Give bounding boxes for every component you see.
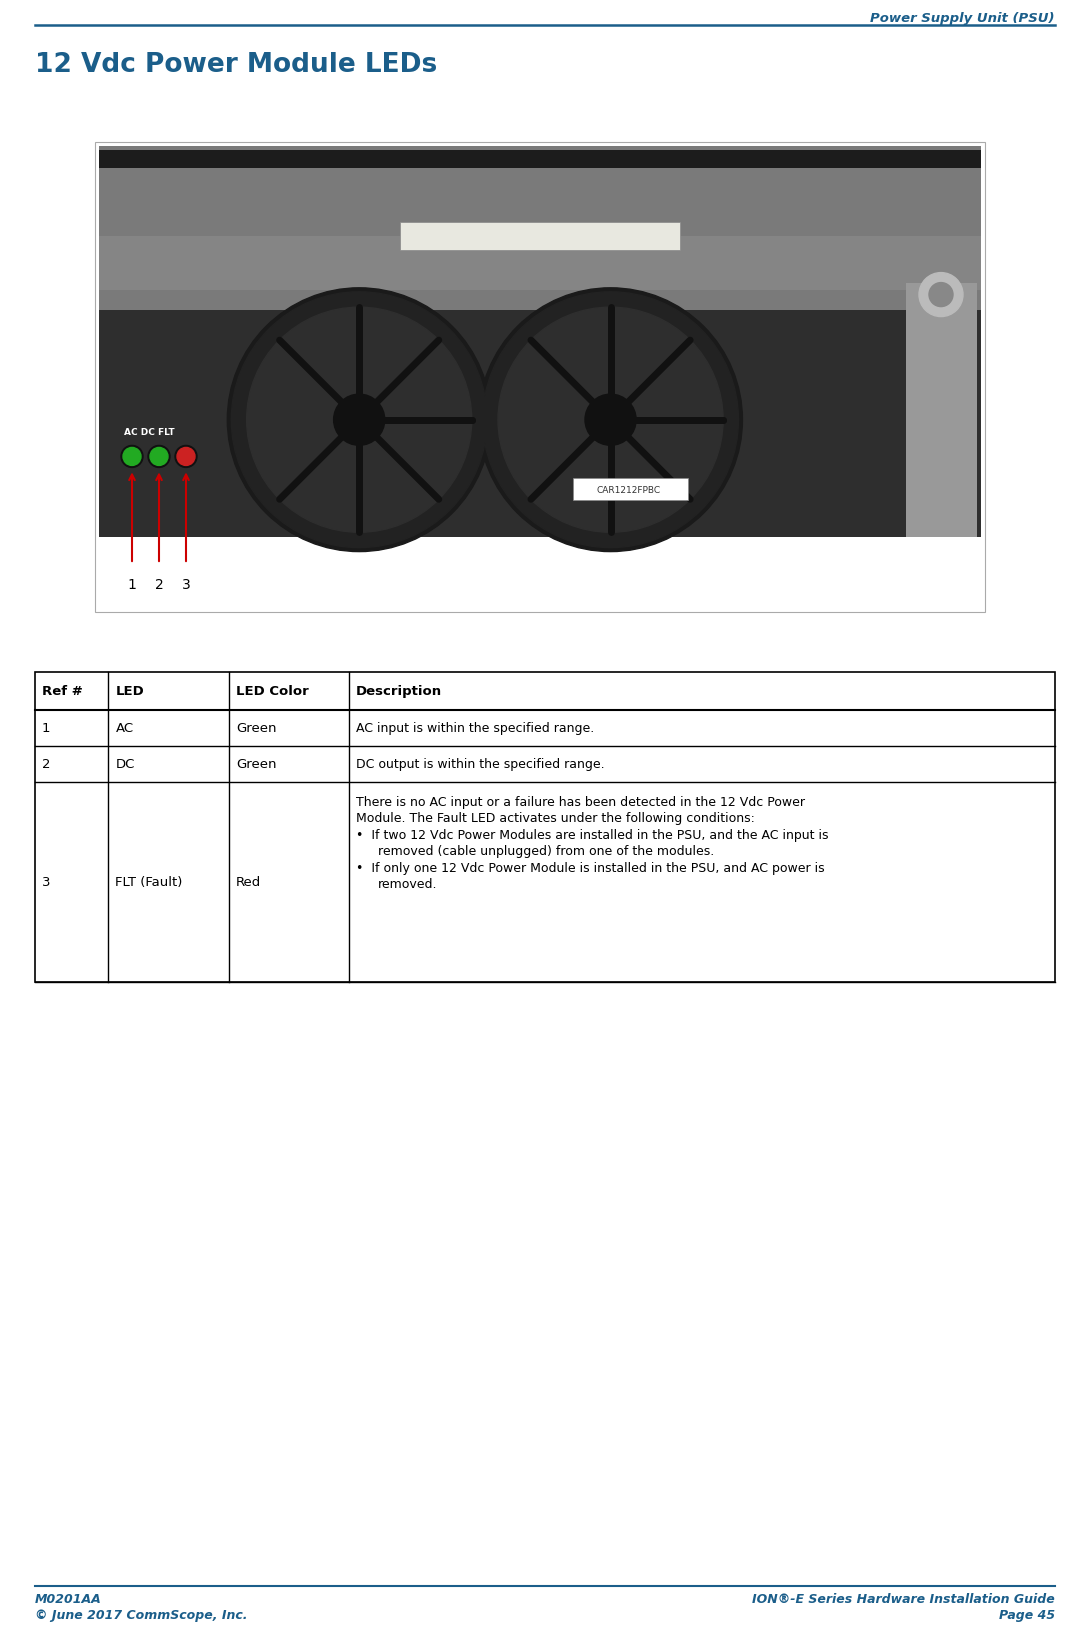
Text: 2: 2	[42, 757, 50, 770]
Text: Description: Description	[356, 685, 442, 698]
Circle shape	[121, 446, 143, 468]
Text: •  If only one 12 Vdc Power Module is installed in the PSU, and AC power is: • If only one 12 Vdc Power Module is ins…	[356, 862, 824, 875]
Bar	[35, 672, 1055, 982]
Bar	[99, 147, 981, 537]
Text: There is no AC input or a failure has been detected in the 12 Vdc Power: There is no AC input or a failure has be…	[356, 795, 805, 808]
Text: 1: 1	[127, 578, 136, 592]
Text: 3: 3	[182, 578, 191, 592]
Circle shape	[228, 289, 491, 552]
Text: 3: 3	[42, 876, 50, 889]
Text: 1: 1	[42, 721, 50, 734]
Text: Ref #: Ref #	[42, 685, 83, 698]
Bar	[573, 478, 688, 501]
Text: CAR1212FPBC: CAR1212FPBC	[596, 485, 660, 494]
Circle shape	[333, 395, 384, 446]
Bar	[400, 224, 680, 251]
Text: Power Supply Unit (PSU): Power Supply Unit (PSU)	[870, 11, 1055, 24]
Circle shape	[175, 446, 197, 468]
Bar	[906, 284, 977, 537]
Text: removed.: removed.	[378, 878, 438, 891]
Circle shape	[148, 446, 170, 468]
Text: Page 45: Page 45	[999, 1608, 1055, 1621]
Circle shape	[479, 289, 743, 552]
Circle shape	[919, 274, 963, 317]
Circle shape	[585, 395, 636, 446]
Text: ION®-E Series Hardware Installation Guide: ION®-E Series Hardware Installation Guid…	[752, 1593, 1055, 1604]
Circle shape	[123, 449, 140, 467]
Text: LED: LED	[115, 685, 144, 698]
Circle shape	[231, 292, 487, 548]
Bar	[99, 147, 981, 310]
Text: Green: Green	[236, 757, 277, 770]
Text: AC: AC	[115, 721, 134, 734]
Text: DC output is within the specified range.: DC output is within the specified range.	[356, 757, 604, 770]
Text: Module. The Fault LED activates under the following conditions:: Module. The Fault LED activates under th…	[356, 813, 755, 826]
Text: removed (cable unplugged) from one of the modules.: removed (cable unplugged) from one of th…	[378, 845, 714, 858]
Circle shape	[482, 292, 738, 548]
Text: Red: Red	[236, 876, 261, 889]
Circle shape	[498, 308, 723, 534]
Text: DC: DC	[115, 757, 135, 770]
Text: © June 2017 CommScope, Inc.: © June 2017 CommScope, Inc.	[35, 1608, 247, 1621]
Bar	[95, 144, 984, 612]
Circle shape	[178, 449, 195, 467]
Bar	[99, 237, 981, 290]
Text: 12 Vdc Power Module LEDs: 12 Vdc Power Module LEDs	[35, 52, 438, 78]
Bar	[99, 150, 981, 168]
Text: 2: 2	[155, 578, 163, 592]
Text: FLT (Fault): FLT (Fault)	[115, 876, 183, 889]
Text: AC DC FLT: AC DC FLT	[124, 428, 174, 437]
Circle shape	[150, 449, 168, 467]
Text: M0201AA: M0201AA	[35, 1593, 101, 1604]
Text: AC input is within the specified range.: AC input is within the specified range.	[356, 721, 595, 734]
Text: •  If two 12 Vdc Power Modules are installed in the PSU, and the AC input is: • If two 12 Vdc Power Modules are instal…	[356, 829, 829, 842]
Text: Green: Green	[236, 721, 277, 734]
Circle shape	[246, 308, 472, 534]
Text: LED Color: LED Color	[236, 685, 308, 698]
Circle shape	[929, 284, 953, 307]
